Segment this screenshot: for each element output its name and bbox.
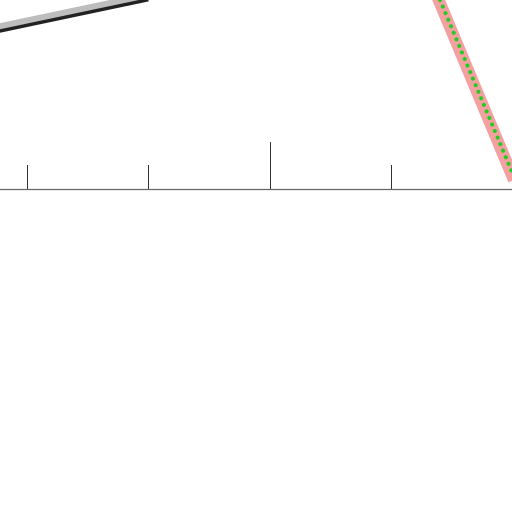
green-dots: [438, 0, 512, 174]
gray-line: [0, 0, 139, 30]
